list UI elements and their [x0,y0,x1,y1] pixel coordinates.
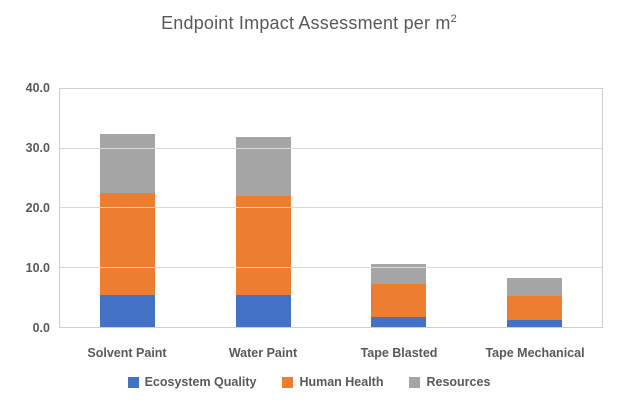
legend-swatch-human-health [282,376,294,388]
category-slot-water-paint [196,89,332,327]
bar-segment-human-health [506,296,562,321]
bar-segment-ecosystem-quality [235,294,291,327]
category-label-solvent-paint: Solvent Paint [87,346,167,360]
legend-label-human-health: Human Health [299,375,384,389]
bar-segment-ecosystem-quality [506,320,562,327]
bar-tape-mechanical [506,277,562,327]
bar-segment-resources [371,264,427,285]
legend-item-resources: Resources [409,375,490,389]
category-slot-solvent-paint [60,89,196,327]
category-label-tape-blasted: Tape Blasted [360,346,438,360]
y-axis-tick-label: 30.0 [25,141,50,155]
bar-segment-resources [235,137,291,196]
legend-item-human-health: Human Health [282,375,383,389]
category-label-tape-mechanical: Tape Mechanical [485,346,585,360]
chart-title-text: Endpoint Impact Assessment per m [161,13,451,33]
bar-solvent-paint [100,134,156,327]
x-axis: Solvent Paint Water Paint Tape Blasted Tape… [59,346,603,360]
gridline [60,207,602,208]
legend-label-ecosystem-quality: Ecosystem Quality [144,375,257,389]
gridline [60,266,602,268]
legend-label-resources: Resources [426,375,491,389]
plot-area [59,88,603,328]
legend-item-ecosystem-quality: Ecosystem Quality [127,375,257,389]
bars-container [60,89,602,327]
bar-tape-blasted [371,264,427,327]
y-axis-tick-label: 20.0 [25,201,50,215]
y-axis-tick-label: 10.0 [25,261,50,275]
bar-segment-human-health [371,284,427,318]
category-slot-tape-mechanical [467,89,603,327]
gridline [60,147,602,149]
category-label-water-paint: Water Paint [228,346,298,360]
bar-segment-resources [506,277,562,297]
legend: Ecosystem Quality Human Health Resources [0,375,618,389]
bar-segment-resources [100,134,156,194]
category-slot-tape-blasted [331,89,467,327]
bar-segment-ecosystem-quality [371,317,427,327]
legend-swatch-resources [409,376,421,388]
y-axis-tick-label: 0.0 [32,321,50,335]
legend-swatch-ecosystem-quality [127,376,139,388]
y-axis-tick-label: 40.0 [25,81,50,95]
bar-segment-ecosystem-quality [100,294,156,327]
bar-segment-human-health [100,193,156,295]
bar-water-paint [235,137,291,327]
chart-title: Endpoint Impact Assessment per m2 [0,13,618,34]
bar-segment-human-health [235,195,291,295]
chart-title-superscript: 2 [450,13,457,25]
